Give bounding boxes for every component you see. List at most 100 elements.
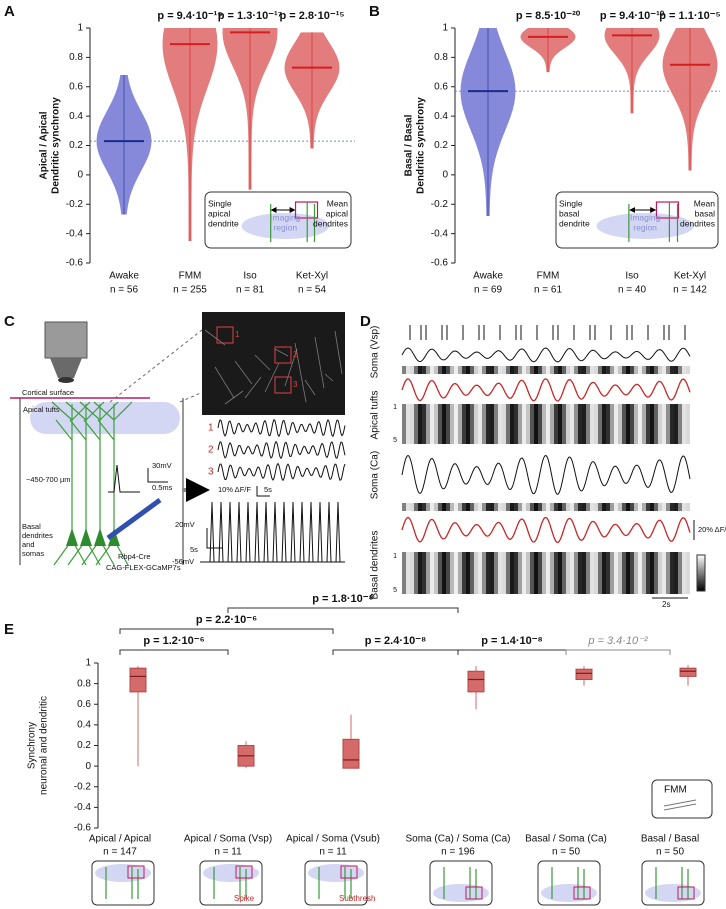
heat-row [602, 366, 606, 374]
heat-row [422, 366, 426, 374]
heat-row [542, 503, 546, 511]
y-axis-label: Dendritic synchrony [51, 97, 62, 194]
heat-row [590, 366, 594, 374]
basal-heatmap [586, 552, 590, 594]
heat-row [506, 503, 510, 511]
heat-row [586, 503, 590, 511]
heat-row [406, 366, 410, 374]
p-label: p = 1.3·10⁻¹⁷ [218, 10, 283, 22]
heat-row [446, 366, 450, 374]
apical-heatmap [414, 404, 418, 444]
x-tick-label: Iso [243, 271, 257, 282]
heat-row [458, 503, 462, 511]
heat-row [682, 503, 686, 511]
basal-heatmap [418, 552, 422, 594]
tuft-region [30, 402, 180, 434]
heat-row [578, 366, 582, 374]
bracket [227, 607, 459, 613]
fov-dendrite [264, 362, 280, 393]
apical-heatmap [610, 404, 614, 444]
apical-heatmap [626, 404, 630, 444]
heat-row [646, 366, 650, 374]
objective-lens [58, 377, 74, 383]
apical-heatmap [530, 404, 534, 444]
apical-heatmap [514, 404, 518, 444]
roi-label: 3 [293, 380, 298, 389]
diagram-text: CAG-FLEX-GCaMP7s [106, 563, 181, 572]
icon-region [433, 884, 489, 902]
diagram-text: Cortical surface [22, 388, 74, 397]
soma [66, 528, 78, 546]
apical-heatmap [446, 404, 450, 444]
row-label: Soma (Vsp) [370, 326, 381, 379]
spike [227, 501, 233, 563]
y-tick-label: -0.6 [74, 823, 92, 834]
fov-dendrite [334, 330, 343, 375]
scale-label: 5s [190, 545, 198, 554]
icon-roi [340, 865, 358, 879]
apical-heatmap [574, 404, 578, 444]
basal-heatmap [542, 552, 546, 594]
heat-row [558, 366, 562, 374]
basal-heatmap [602, 552, 606, 594]
scale-label: 30mV [152, 461, 172, 470]
fov-roi [216, 326, 234, 344]
n-label: n = 54 [298, 285, 327, 296]
heat-row [618, 503, 622, 511]
basal-heatmap [478, 552, 482, 594]
apical-heatmap [418, 404, 422, 444]
apical-heatmap [622, 404, 626, 444]
heat-row [594, 366, 598, 374]
inset-spike [108, 464, 140, 493]
heatmap-axis: 1 [393, 553, 397, 560]
inset-text: Mean [694, 198, 716, 208]
heat-row [614, 503, 618, 511]
y-tick-label: 0 [442, 170, 448, 181]
heat-row [446, 503, 450, 511]
inset-text: basal [695, 208, 715, 218]
heatmap-axis: 5 [393, 437, 397, 444]
y-axis-label: Dendritic synchrony [416, 97, 427, 194]
heat-row [402, 366, 406, 374]
y-tick-label: 0.4 [77, 720, 91, 731]
n-label: n = 147 [103, 847, 137, 858]
icon-region [645, 884, 701, 902]
basal-heatmap [578, 552, 582, 594]
spike [299, 501, 305, 563]
heat-row [522, 366, 526, 374]
scale-label: 5s [264, 485, 272, 494]
icon-neurons [655, 867, 689, 899]
basal-heatmap [558, 552, 562, 594]
inset-text: dendrites [680, 218, 715, 228]
fov-dendrite [324, 373, 334, 382]
basal-heatmap [510, 552, 514, 594]
y-tick-label: 0.2 [77, 740, 91, 751]
calcium-trace [217, 462, 346, 482]
basal-heatmap [570, 552, 574, 594]
heat-row [614, 366, 618, 374]
y-tick-label: 0 [85, 761, 91, 772]
box [342, 738, 360, 769]
apical-heatmap [578, 404, 582, 444]
y-axis-label: Synchrony [27, 722, 38, 769]
scale-label: -56mV [172, 557, 194, 566]
heat-row [574, 366, 578, 374]
heat-row [610, 503, 614, 511]
heat-row [666, 503, 670, 511]
basal-heatmap [546, 552, 550, 594]
y-tick-label: 0.8 [77, 678, 91, 689]
apical-heatmap [546, 404, 550, 444]
p-label: p = 1.8·10⁻⁸ [312, 593, 373, 605]
basal-heatmap [526, 552, 530, 594]
heat-row [642, 503, 646, 511]
apical-heatmap [494, 404, 498, 444]
heat-row [458, 366, 462, 374]
bracket [565, 649, 671, 655]
inset-text: dendrite [208, 218, 239, 228]
heat-row [662, 503, 666, 511]
heat-row [506, 366, 510, 374]
heat-row [674, 366, 678, 374]
spike [326, 501, 332, 563]
basal-heatmap [458, 552, 462, 594]
fov-dendrite [254, 354, 271, 371]
